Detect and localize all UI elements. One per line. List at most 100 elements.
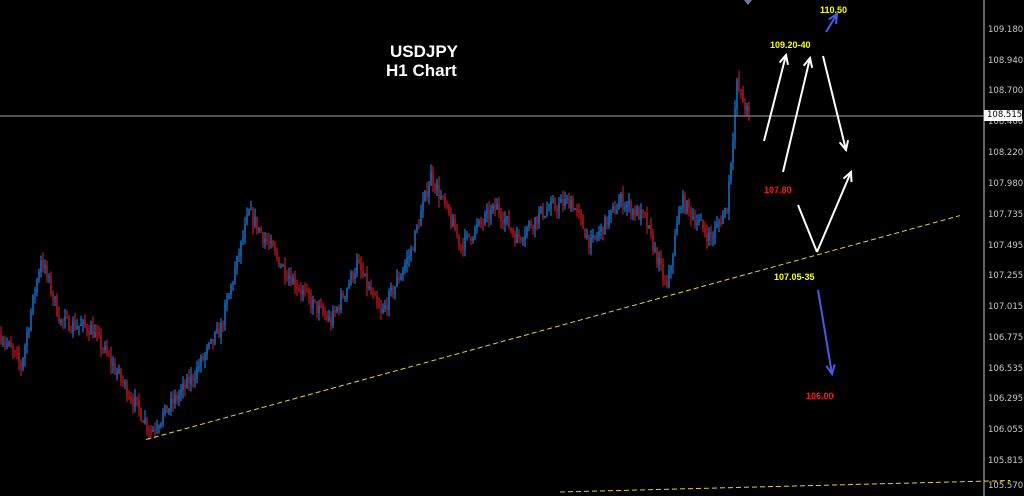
level-label-106-00: 106.00 <box>806 391 834 401</box>
candle-body <box>706 233 708 241</box>
candle-body <box>38 272 40 280</box>
candle-body <box>600 226 602 232</box>
candle-body <box>232 282 234 286</box>
candle-body <box>702 219 704 229</box>
candle-body <box>664 279 666 281</box>
candle-body <box>28 329 30 334</box>
candle-body <box>512 230 514 235</box>
candle-body <box>584 229 586 238</box>
candle-body <box>362 270 364 276</box>
candle-body <box>172 398 174 404</box>
candle-body <box>654 247 656 251</box>
candle-body <box>456 231 458 235</box>
candle-body <box>350 272 352 284</box>
candle-body <box>330 316 332 326</box>
bullish-arrow-up-2-head <box>802 55 814 68</box>
candle-body <box>560 199 562 204</box>
candle-body <box>210 338 212 343</box>
candle-body <box>498 203 500 213</box>
candle-body <box>204 354 206 360</box>
candle-body <box>110 355 112 366</box>
candle-body <box>82 320 84 324</box>
candle-body <box>748 106 750 113</box>
candle-body <box>620 193 622 203</box>
candle-body <box>268 241 270 244</box>
bullish-arrow-up-3 <box>816 171 852 253</box>
price-axis-tick: 105.815 <box>988 455 1024 466</box>
candle-body <box>716 223 718 228</box>
candle-body <box>86 325 88 332</box>
support-trendline[interactable] <box>559 479 1011 493</box>
candle-body <box>404 264 406 271</box>
candle-body <box>538 212 540 224</box>
candle-body <box>64 316 66 321</box>
candle-body <box>566 197 568 200</box>
candle-body <box>6 343 8 345</box>
candle-body <box>490 209 492 220</box>
candle-body <box>346 288 348 297</box>
candle-body <box>728 181 730 213</box>
candle-body <box>536 217 538 224</box>
candle-body <box>668 271 670 287</box>
candle-body <box>338 307 340 310</box>
candle-body <box>386 304 388 310</box>
candle-body <box>102 349 104 351</box>
candle-body <box>542 206 544 218</box>
candle-body <box>694 216 696 226</box>
candle-body <box>22 358 24 369</box>
candle-body <box>292 277 294 285</box>
price-axis-tick: 107.255 <box>988 271 1024 282</box>
candle-body <box>680 207 682 210</box>
candle-body <box>696 222 698 226</box>
candle-body <box>356 260 358 274</box>
candle-body <box>14 350 16 353</box>
candle-body <box>192 375 194 381</box>
candle-body <box>570 199 572 209</box>
candle-body <box>120 369 122 381</box>
candle-body <box>176 395 178 400</box>
price-axis-tick: 105.570 <box>988 481 1024 491</box>
support-trendline[interactable] <box>145 215 961 441</box>
price-axis-tick: 108.220 <box>988 147 1024 158</box>
candle-body <box>650 225 652 234</box>
candle-body <box>162 412 164 423</box>
candle-body <box>410 249 412 257</box>
candle-body <box>562 199 564 207</box>
candle-body <box>626 204 628 208</box>
candle-body <box>58 315 60 322</box>
candle-body <box>740 90 742 92</box>
candle-body <box>518 233 520 238</box>
candle-body <box>662 264 664 280</box>
candle-body <box>186 377 188 389</box>
candle-body <box>138 399 140 409</box>
candle-body <box>182 383 184 390</box>
candle-body <box>528 222 530 228</box>
candle-body <box>152 429 154 432</box>
candle-body <box>400 275 402 280</box>
candle-body <box>106 346 108 354</box>
candle-body <box>174 395 176 404</box>
candle-body <box>288 275 290 279</box>
candle-body <box>450 214 452 227</box>
candle-body <box>422 200 424 212</box>
candle-body <box>452 218 454 227</box>
candle-body <box>428 185 430 198</box>
candle-body <box>594 235 596 238</box>
candle-body <box>474 227 476 239</box>
candle-body <box>40 260 42 273</box>
current-price-tag: 108.515 <box>984 110 1022 121</box>
candle-body <box>718 222 720 224</box>
candle-body <box>488 210 490 220</box>
candle-body <box>220 323 222 338</box>
candle-body <box>492 204 494 210</box>
candle-body <box>604 216 606 235</box>
projection-arrows <box>763 12 853 377</box>
candle-body <box>18 353 20 363</box>
candle-body <box>514 234 516 243</box>
candle-body <box>710 231 712 239</box>
bullish-arrow-up-1 <box>763 54 787 142</box>
candle-body <box>446 204 448 206</box>
candle-body <box>444 196 446 205</box>
candle-body <box>676 223 678 236</box>
